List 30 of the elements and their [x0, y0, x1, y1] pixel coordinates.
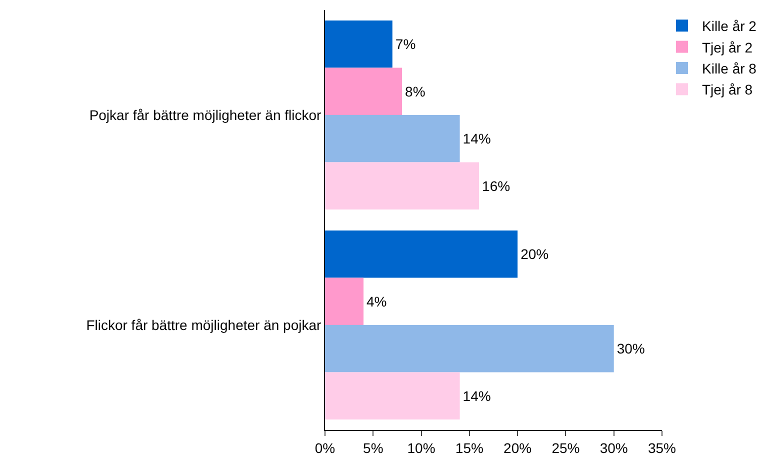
bar: [325, 278, 364, 325]
legend-label: Tjej år 8: [702, 82, 753, 98]
x-tick-label: 35%: [648, 440, 676, 456]
data-label: 4%: [366, 293, 387, 310]
data-label: 14%: [462, 388, 491, 404]
data-label: 20%: [520, 246, 549, 262]
legend-label: Kille år 8: [702, 60, 757, 76]
legend-label: Tjej år 2: [702, 39, 753, 56]
data-label: 30%: [616, 340, 645, 357]
x-tick-label: 20%: [504, 440, 532, 456]
data-label: 16%: [482, 178, 510, 194]
bar: [325, 162, 480, 210]
bar: [325, 325, 614, 372]
data-label: 14%: [462, 130, 491, 147]
y-tick-label: Pojkar får bättre möjligheter än flickor: [89, 106, 322, 123]
x-tick-label: 5%: [363, 440, 384, 456]
x-tick-label: 25%: [552, 440, 580, 456]
data-label: 7%: [395, 36, 416, 52]
x-tick-label: 30%: [600, 440, 628, 456]
bar: [325, 68, 402, 115]
bar: [325, 20, 392, 68]
bar: [325, 372, 460, 420]
bar: [325, 230, 518, 278]
bar: [325, 115, 460, 162]
x-tick-label: 0%: [314, 440, 336, 456]
legend-label: Kille år 2: [702, 18, 757, 34]
x-tick-label: 15%: [455, 440, 484, 456]
data-label: 8%: [405, 83, 426, 100]
y-tick-label: Flickor får bättre möjligheter än pojkar: [86, 316, 322, 333]
x-tick-label: 10%: [407, 440, 436, 456]
